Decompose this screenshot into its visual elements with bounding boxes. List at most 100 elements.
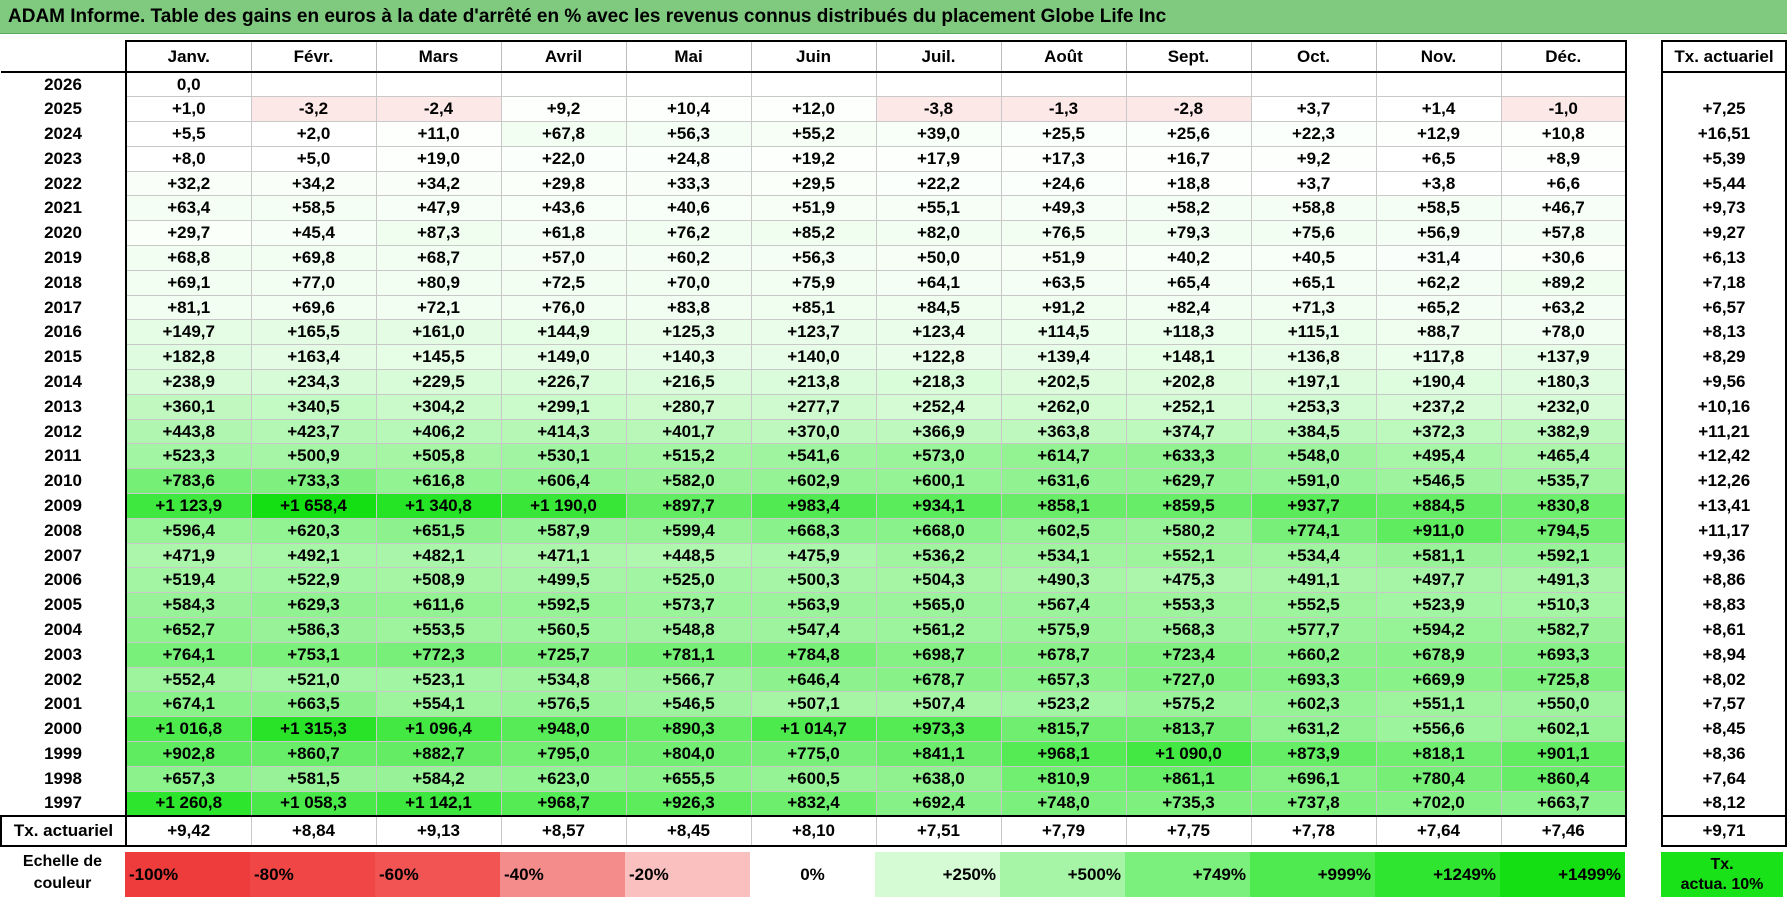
gain-cell: +1 090,0 (1125, 741, 1252, 767)
gain-cell: +33,3 (625, 170, 752, 197)
table-row: 2000 +1 016,8 +1 315,3 +1 096,4 +948,0 +890,3… (1, 716, 1627, 743)
gain-cell: -2,4 (375, 96, 502, 123)
year-cell: 2018 (1, 270, 127, 296)
gain-cell: +860,4 (1500, 765, 1627, 792)
gain-cell: +234,3 (250, 369, 377, 395)
gain-cell: +304,2 (375, 393, 502, 420)
footer-cell: +8,84 (250, 814, 377, 847)
footer-cell: +9,42 (125, 814, 252, 847)
gain-cell: +51,9 (750, 195, 877, 222)
table-row: 2010 +783,6 +733,3 +616,8 +606,4 +582,0 +602,9… (1, 468, 1627, 495)
year-cell: 2024 (1, 121, 127, 147)
gain-cell: +182,8 (125, 344, 252, 371)
gain-cell: +32,2 (125, 170, 252, 197)
gain-cell: +599,4 (625, 517, 752, 544)
month-header: Févr. (250, 40, 377, 73)
gain-cell: +43,6 (500, 195, 627, 222)
gain-cell: +620,3 (250, 517, 377, 544)
gain-cell: +508,9 (375, 567, 502, 594)
gain-cell: +638,0 (875, 765, 1002, 792)
actu-cell: +7,18 (1661, 270, 1787, 296)
gain-cell: +568,3 (1125, 617, 1252, 643)
gain-cell: +873,9 (1250, 741, 1377, 767)
gain-cell: +3,7 (1250, 170, 1377, 197)
year-cell: 1999 (1, 741, 127, 767)
gain-cell: +30,6 (1500, 245, 1627, 271)
table-row: 2011 +523,3 +500,9 +505,8 +530,1 +515,2 +541,6… (1, 443, 1627, 470)
gain-cell: +149,7 (125, 319, 252, 346)
actu-row: +12,26 (1661, 468, 1787, 494)
gain-cell (1375, 71, 1502, 98)
gain-cell: +631,2 (1250, 716, 1377, 743)
actu-cell: +9,36 (1661, 543, 1787, 568)
year-cell: 2011 (1, 443, 127, 469)
gain-cell: +76,0 (500, 294, 627, 321)
table-row: 2009 +1 123,9 +1 658,4 +1 340,8 +1 190,0 +897… (1, 493, 1627, 519)
gain-cell: +82,0 (875, 220, 1002, 247)
gain-cell: +40,2 (1125, 245, 1252, 271)
gain-cell: +611,6 (375, 592, 502, 619)
gain-cell: +794,5 (1500, 517, 1627, 544)
gain-cell: +1 142,1 (375, 790, 502, 817)
year-cell: 2012 (1, 419, 127, 444)
gain-cell: +46,7 (1500, 195, 1627, 222)
actu-cell: +10,16 (1661, 394, 1787, 420)
table-row: 2019 +68,8 +69,8 +68,7 +57,0 +60,2 +56,3 +50,0 +… (1, 245, 1627, 271)
gain-cell: +832,4 (750, 790, 877, 817)
gain-cell: +702,0 (1375, 790, 1502, 817)
gain-cell: +596,4 (125, 517, 252, 544)
gain-cell: +725,7 (500, 641, 627, 668)
gain-cell: +525,0 (625, 567, 752, 594)
gain-cell: +587,9 (500, 517, 627, 544)
gain-cell: +465,4 (1500, 443, 1627, 470)
gain-cell: +118,3 (1125, 319, 1252, 346)
color-scale-label-line: Echelle de (22, 853, 103, 870)
actu-cell: +8,29 (1661, 344, 1787, 370)
table-row: 2016 +149,7 +165,5 +161,0 +144,9 +125,3 +123,7… (1, 319, 1627, 346)
gain-cell: +226,7 (500, 369, 627, 395)
actu-row: +8,13 (1661, 319, 1787, 345)
gain-cell: +521,0 (250, 666, 377, 693)
gain-cell: +370,0 (750, 418, 877, 445)
gain-cell: +34,2 (250, 170, 377, 197)
gain-cell: +475,9 (750, 542, 877, 569)
gain-cell: +83,8 (625, 294, 752, 321)
gain-cell: +541,6 (750, 443, 877, 470)
gain-cell: +252,4 (875, 393, 1002, 420)
gain-cell: +504,3 (875, 567, 1002, 594)
gain-cell: +495,4 (1375, 443, 1502, 470)
gain-cell: +5,5 (125, 121, 252, 147)
year-cell: 2002 (1, 667, 127, 692)
gain-cell: +1 123,9 (125, 493, 252, 519)
color-scale-label-line: couleur (33, 875, 92, 892)
gain-cell: +19,0 (375, 145, 502, 172)
gain-cell: +382,9 (1500, 418, 1627, 445)
gain-cell: +232,0 (1500, 393, 1627, 420)
gain-cell: +163,4 (250, 344, 377, 371)
gain-cell: +47,9 (375, 195, 502, 222)
gain-cell: +499,5 (500, 567, 627, 594)
gain-cell: +85,1 (750, 294, 877, 321)
gain-cell: +592,1 (1500, 542, 1627, 569)
year-cell: 2022 (1, 171, 127, 196)
actu-cell: +9,73 (1661, 195, 1787, 221)
gain-cell: +24,6 (1000, 170, 1127, 197)
table-row: 2001 +674,1 +663,5 +554,1 +576,5 +546,5 +507,1… (1, 691, 1627, 718)
year-cell: 2001 (1, 691, 127, 717)
footer-label: Tx. actuariel (0, 814, 127, 847)
gain-cell: +552,1 (1125, 542, 1252, 569)
gain-cell: +818,1 (1375, 741, 1502, 767)
gain-cell: +692,4 (875, 790, 1002, 817)
gain-cell: +82,4 (1125, 294, 1252, 321)
actu-cell: +7,25 (1661, 96, 1787, 122)
gain-cell: +567,4 (1000, 592, 1127, 619)
gain-cell: +9,2 (500, 96, 627, 123)
year-cell: 2007 (1, 543, 127, 568)
gain-cell: +69,8 (250, 245, 377, 271)
gain-cell: +668,0 (875, 517, 1002, 544)
actu-cell: +13,41 (1661, 493, 1787, 519)
actu-cell: +8,83 (1661, 592, 1787, 618)
gain-cell: +51,9 (1000, 245, 1127, 271)
gain-cell: +24,8 (625, 145, 752, 172)
gain-cell: +180,3 (1500, 369, 1627, 395)
